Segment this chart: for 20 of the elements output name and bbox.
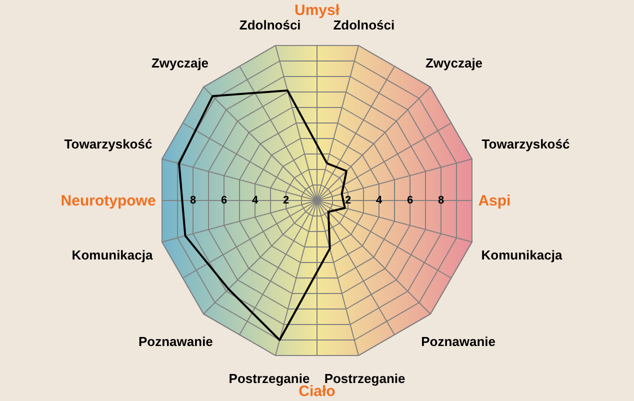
spoke-label: Zwyczaje (151, 56, 209, 71)
text: 4 (252, 194, 259, 206)
text: Umysł (294, 2, 340, 19)
spoke-label: Towarzyskość (482, 136, 570, 152)
spoke-label: Zwyczaje (425, 56, 483, 71)
spoke-label: Postrzeganie (324, 370, 406, 386)
text: Aspi (478, 192, 511, 210)
spoke-label: Postrzeganie (228, 370, 310, 386)
text: 2 (282, 194, 290, 206)
spoke-label: Zdolności (239, 17, 301, 32)
spoke-label: Zdolności (333, 17, 395, 32)
spoke-label: Komunikacja (72, 247, 154, 262)
spoke-label: Poznawanie (421, 334, 496, 349)
text: Ciało (298, 383, 336, 400)
spoke-label: Towarzyskość (64, 136, 152, 152)
text: 8 (190, 194, 196, 206)
text: Neurotypowe (60, 192, 156, 210)
spoke-label: Komunikacja (481, 247, 563, 262)
text: 6 (220, 194, 228, 206)
spoke-label: Poznawanie (138, 334, 213, 349)
